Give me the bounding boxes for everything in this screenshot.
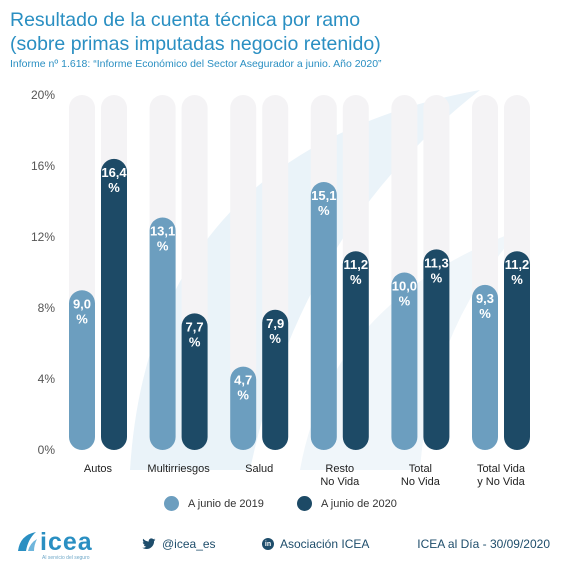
bar-value-label: 15,1 bbox=[311, 188, 336, 203]
bar-value-label: 4,7 bbox=[234, 373, 252, 388]
x-category-label: y No Vida bbox=[477, 476, 525, 488]
icea-logo-icon bbox=[18, 532, 37, 551]
bar-value-label: % bbox=[399, 294, 411, 309]
logo-wordmark: icea bbox=[40, 528, 93, 556]
bar-2020 bbox=[262, 309, 289, 450]
legend-item-2019: A junio de 2019 bbox=[164, 496, 264, 511]
bar-2020 bbox=[504, 251, 530, 450]
bar-value-label: % bbox=[431, 270, 443, 285]
bar-value-label: 11,2 bbox=[505, 257, 530, 272]
bar-value-label: 11,2 bbox=[344, 257, 369, 272]
logo-tagline: Al servicio del seguro bbox=[42, 555, 90, 561]
bar-chart: 20%16%12%8%4%0% 9,0%16,4%13,1%7,7%4,7%7,… bbox=[31, 88, 530, 488]
y-tick-label: 0% bbox=[38, 443, 56, 457]
bar-value-label: 11,3 bbox=[424, 255, 449, 270]
x-category-label: Total bbox=[409, 463, 432, 475]
bar-2019 bbox=[472, 284, 498, 450]
chart-subtitle: Informe nº 1.618: “Informe Económico del… bbox=[10, 58, 382, 70]
legend-label-2020: A junio de 2020 bbox=[321, 497, 397, 510]
linkedin-name: Asociación ICEA bbox=[280, 537, 370, 551]
y-tick-label: 8% bbox=[38, 301, 56, 315]
bar-value-label: 10,0 bbox=[392, 279, 417, 294]
bar-track bbox=[230, 95, 257, 450]
bar-value-label: 16,4 bbox=[101, 165, 127, 180]
bar-2019 bbox=[69, 290, 95, 450]
x-category-label: Multirriesgos bbox=[147, 463, 210, 475]
bar-value-label: % bbox=[479, 306, 491, 321]
y-tick-label: 12% bbox=[31, 230, 55, 244]
y-tick-label: 16% bbox=[31, 159, 55, 173]
bar-value-label: 7,7 bbox=[186, 319, 204, 334]
bar-value-label: 9,0 bbox=[73, 296, 91, 311]
y-axis: 20% 16% 12% 8% 4% 0% bbox=[31, 88, 55, 457]
legend-swatch-2019 bbox=[164, 496, 179, 511]
title-line-1: Resultado de la cuenta técnica por ramo bbox=[10, 9, 361, 31]
y-tick-label: 4% bbox=[38, 372, 56, 386]
bar-2020 bbox=[423, 249, 450, 450]
bar-2020 bbox=[101, 158, 127, 450]
bar-value-label: % bbox=[511, 272, 523, 287]
bar-2019 bbox=[391, 272, 418, 450]
x-category-label: Autos bbox=[84, 463, 113, 475]
bar-value-label: % bbox=[318, 203, 330, 218]
x-category-label: Salud bbox=[245, 463, 273, 475]
bar-2020 bbox=[181, 313, 208, 450]
bar-value-label: 13,1 bbox=[150, 223, 175, 238]
title-line-2: (sobre primas imputadas negocio retenido… bbox=[10, 33, 381, 55]
bar-2020 bbox=[342, 251, 369, 450]
bar-value-label: 9,3 bbox=[476, 291, 494, 306]
y-tick-label: 20% bbox=[31, 88, 55, 102]
legend-swatch-2020 bbox=[297, 496, 312, 511]
x-category-label: Resto bbox=[325, 463, 354, 475]
twitter-handle: @icea_es bbox=[162, 537, 216, 551]
bar-2019 bbox=[230, 366, 257, 450]
legend-label-2019: A junio de 2019 bbox=[188, 497, 264, 510]
bar-value-label: % bbox=[108, 180, 120, 195]
linkedin-link[interactable]: in Asociación ICEA bbox=[262, 537, 369, 551]
bar-value-label: % bbox=[269, 331, 281, 346]
bar-value-label: % bbox=[350, 272, 362, 287]
bar-value-label: 7,9 bbox=[266, 316, 284, 331]
twitter-link[interactable]: @icea_es bbox=[142, 537, 216, 551]
twitter-icon bbox=[142, 538, 156, 549]
bar-2019 bbox=[310, 181, 337, 450]
bar-value-label: % bbox=[237, 388, 249, 403]
footer: icea Al servicio del seguro @icea_es in … bbox=[0, 525, 567, 567]
x-category-label: No Vida bbox=[320, 476, 360, 488]
bar-value-label: % bbox=[76, 311, 88, 326]
publication-date: ICEA al Día - 30/09/2020 bbox=[417, 537, 550, 551]
watermark-shape-1 bbox=[130, 90, 480, 470]
x-category-label: No Vida bbox=[401, 476, 441, 488]
bar-value-label: % bbox=[157, 238, 169, 253]
bar-2019 bbox=[149, 217, 176, 450]
x-category-label: Total Vida bbox=[477, 463, 526, 475]
bar-value-label: % bbox=[189, 334, 201, 349]
bar-value-labels: 9,0%16,4%13,1%7,7%4,7%7,9%15,1%11,2% 10,0… bbox=[73, 165, 529, 403]
legend-item-2020: A junio de 2020 bbox=[297, 496, 397, 511]
bars bbox=[69, 158, 530, 450]
chart-title: Resultado de la cuenta técnica por ramo … bbox=[10, 8, 381, 56]
linkedin-icon: in bbox=[262, 538, 274, 550]
legend: A junio de 2019 A junio de 2020 bbox=[0, 496, 567, 516]
